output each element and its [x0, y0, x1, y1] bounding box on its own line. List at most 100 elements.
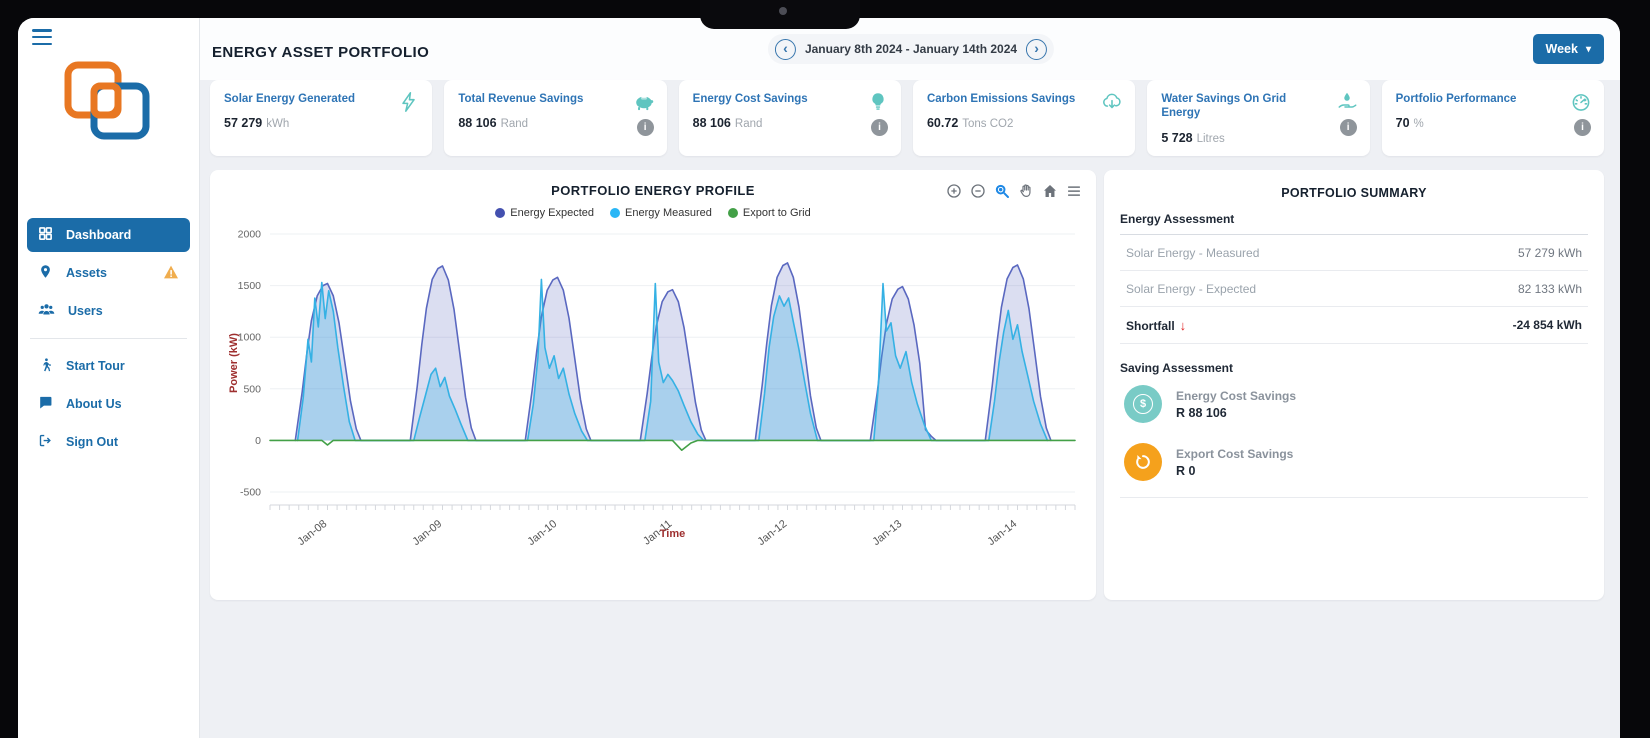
saving-label: Energy Cost Savings [1176, 388, 1297, 403]
sidebar-item-label: Users [68, 304, 103, 318]
kpi-card-water-savings: Water Savings On Grid Energy 5 728 Litres… [1147, 80, 1370, 156]
previous-week-button[interactable]: ‹ [774, 38, 796, 60]
summary-row-label: Solar Energy - Expected [1126, 281, 1257, 296]
cloud-download-icon [1101, 91, 1123, 113]
water-hand-icon [1336, 91, 1358, 113]
chevron-down-icon: ▾ [1585, 43, 1591, 55]
date-range-text: January 8th 2024 - January 14th 2024 [804, 42, 1018, 56]
piggy-bank-icon [633, 91, 655, 113]
screen-notch [700, 0, 860, 29]
kpi-card-carbon-emissions: Carbon Emissions Savings 60.72 Tons CO2 [912, 80, 1136, 156]
refresh-arrow-icon [1124, 443, 1162, 481]
legend-dot-icon [727, 208, 738, 218]
sidebar-divider [30, 338, 187, 339]
saving-value: R 0 [1176, 463, 1196, 478]
hamburger-menu-icon[interactable] [32, 29, 52, 45]
sidebar-item-label: Sign Out [66, 435, 119, 449]
coin-icon: $ [1124, 385, 1162, 423]
info-icon[interactable]: i [870, 119, 888, 136]
period-label: Week [1545, 42, 1578, 56]
legend-item[interactable]: Energy Measured [610, 207, 712, 219]
period-selector-button[interactable]: Week ▾ [1532, 34, 1604, 64]
chat-bubble-icon [38, 395, 53, 413]
kpi-unit: Rand [500, 118, 529, 131]
saving-item-energy-cost: $ Energy Cost Savings R 88 106 [1120, 375, 1588, 433]
company-logo [62, 60, 154, 151]
summary-row-shortfall: Shortfall ↓ -24 854 kWh [1120, 307, 1588, 344]
kpi-unit: Tons CO2 [962, 118, 1014, 131]
sidebar-menu: Dashboard Assets [18, 214, 199, 463]
chart-legend: Energy Expected Energy Measured Export to … [210, 207, 1096, 219]
summary-row-expected: Solar Energy - Expected 82 133 kWh [1120, 271, 1588, 307]
legend-item[interactable]: Energy Expected [495, 207, 594, 219]
kpi-title: Portfolio Performance [1395, 93, 1517, 105]
main-content: ENERGY ASSET PORTFOLIO ‹ January 8th 202… [210, 18, 1612, 738]
series-area-energy-measured [297, 279, 1048, 441]
sign-out-icon [38, 433, 53, 451]
info-icon[interactable]: i [636, 119, 654, 136]
kpi-card-solar-energy: Solar Energy Generated 57 279 kWh [210, 80, 433, 156]
box-zoom-icon[interactable] [994, 183, 1010, 199]
energy-assessment-heading: Energy Assessment [1120, 212, 1588, 235]
sidebar-item-sign-out[interactable]: Sign Out [27, 425, 190, 459]
kpi-unit: Rand [734, 118, 763, 131]
kpi-value: 5 728 [1161, 130, 1193, 145]
walking-person-icon [38, 357, 53, 376]
saving-item-export-cost: Export Cost Savings R 0 [1120, 433, 1588, 491]
kpi-title: Total Revenue Savings [458, 93, 584, 105]
summary-row-label: Shortfall ↓ [1126, 317, 1187, 333]
summary-row-value: -24 854 kWh [1512, 318, 1582, 332]
x-axis-title: Time [659, 528, 686, 540]
home-reset-icon[interactable] [1042, 183, 1058, 199]
energy-profile-card: PORTFOLIO ENERGY PROFILE Energ [210, 170, 1096, 600]
y-tick-label: 0 [255, 435, 261, 447]
summary-row-value: 82 133 kWh [1517, 281, 1582, 296]
chart-menu-icon[interactable] [1066, 183, 1082, 199]
sidebar-item-start-tour[interactable]: Start Tour [27, 349, 190, 383]
legend-label: Export to Grid [742, 207, 811, 219]
kpi-value: 88 106 [458, 116, 497, 131]
kpi-value: 88 106 [692, 116, 731, 131]
zoom-in-icon[interactable] [946, 183, 962, 199]
kpi-value: 60.72 [926, 116, 959, 131]
summary-row-value: 57 279 kWh [1517, 245, 1582, 260]
kpi-cards-row: Solar Energy Generated 57 279 kWh Total R… [210, 80, 1604, 156]
sidebar-item-label: Dashboard [66, 228, 132, 242]
sidebar: Dashboard Assets [18, 18, 200, 738]
saving-items: $ Energy Cost Savings R 88 106 Export Co… [1120, 375, 1588, 498]
y-tick-label: 1500 [238, 280, 262, 292]
kpi-title: Carbon Emissions Savings [926, 93, 1076, 105]
sidebar-item-users[interactable]: Users [27, 294, 190, 328]
sidebar-item-assets[interactable]: Assets [27, 256, 190, 290]
sidebar-item-about-us[interactable]: About Us [27, 387, 190, 421]
sidebar-item-label: Start Tour [66, 359, 125, 373]
app-screen: Dashboard Assets [18, 18, 1620, 738]
sidebar-item-label: About Us [66, 397, 122, 411]
shortfall-down-arrow-icon: ↓ [1179, 317, 1187, 333]
zoom-out-icon[interactable] [970, 183, 986, 199]
legend-item[interactable]: Export to Grid [727, 207, 811, 219]
legend-label: Energy Measured [625, 207, 712, 219]
info-icon[interactable]: i [1573, 119, 1591, 136]
pan-hand-icon[interactable] [1018, 183, 1034, 199]
dashboard-grid-icon [38, 226, 53, 244]
next-week-button[interactable]: › [1026, 38, 1048, 60]
info-icon[interactable]: i [1339, 119, 1357, 136]
portfolio-summary-card: PORTFOLIO SUMMARY Energy Assessment Sola… [1104, 170, 1604, 600]
kpi-unit: kWh [266, 118, 290, 131]
kpi-unit: Litres [1196, 132, 1225, 145]
sidebar-item-dashboard[interactable]: Dashboard [27, 218, 190, 252]
legend-dot-icon [610, 208, 621, 218]
kpi-card-revenue-savings: Total Revenue Savings 88 106 Rand i [444, 80, 667, 156]
y-tick-label: 1000 [238, 332, 262, 344]
y-tick-label: 500 [243, 383, 261, 395]
sidebar-item-label: Assets [66, 266, 107, 280]
bolt-icon [398, 91, 420, 113]
dashboard-main-row: PORTFOLIO ENERGY PROFILE Energ [210, 170, 1604, 600]
chart-title: PORTFOLIO ENERGY PROFILE [551, 183, 755, 198]
y-tick-label: 2000 [238, 229, 262, 241]
date-range-picker[interactable]: ‹ January 8th 2024 - January 14th 2024 › [767, 34, 1055, 64]
summary-title: PORTFOLIO SUMMARY [1281, 186, 1427, 200]
series-line-export-to-grid [269, 439, 1076, 452]
